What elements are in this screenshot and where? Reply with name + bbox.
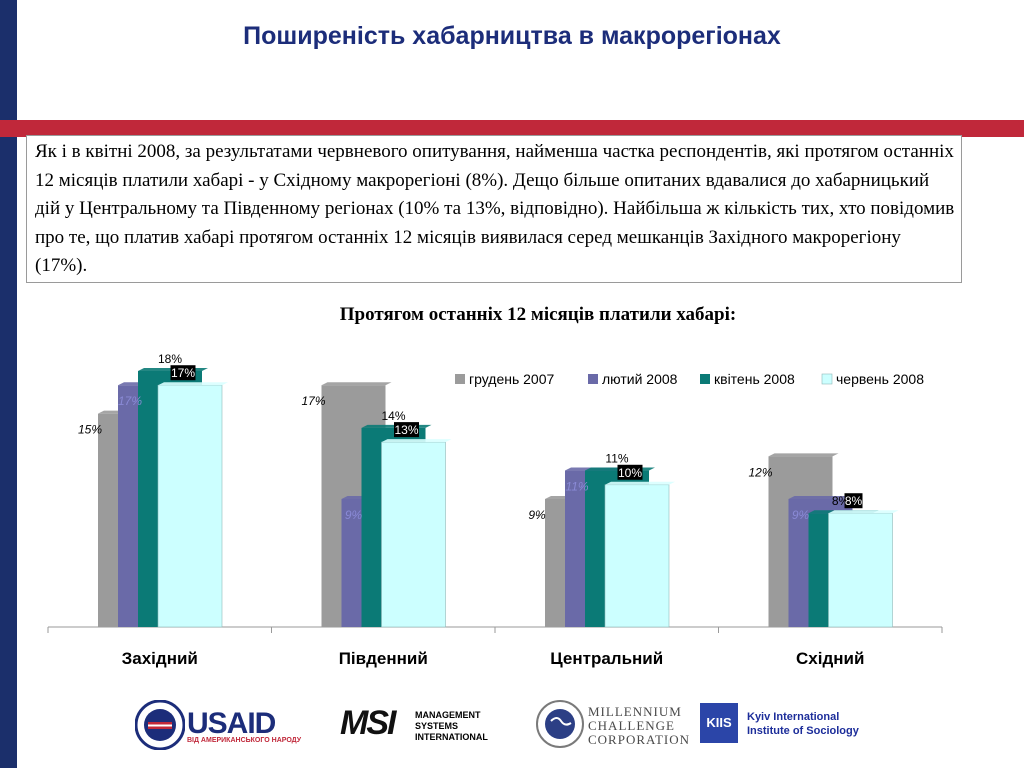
category-label: Східний [796,649,864,668]
msi-line: INTERNATIONAL [415,732,488,742]
data-label: 17% [171,366,195,380]
kiis-name: Kyiv International Institute of Sociolog… [747,710,859,738]
msi-line: MANAGEMENT [415,710,481,720]
bar-top [828,510,899,514]
bar-chart: 15%17%18%17%Західний17%9%14%13%Південний… [47,352,943,668]
red-divider-bar [0,120,1024,137]
kiis-logo: KIIS [700,703,738,743]
legend-label: лютий 2008 [602,371,678,387]
bar-top [381,439,452,443]
bar-top [321,382,392,386]
data-label: 9% [345,508,363,522]
data-label: 10% [618,466,642,480]
msi-name: MANAGEMENT SYSTEMS INTERNATIONAL [415,710,488,743]
category-label: Західний [122,649,198,668]
bar [604,484,670,628]
data-label: 11% [605,452,628,466]
page-title: Поширеність хабарництва в макрорегіонах [243,22,781,50]
mcc-globe-icon [536,700,584,748]
data-label-box [844,493,863,509]
usaid-seal-icon [135,700,185,750]
legend-label: грудень 2007 [469,371,554,387]
mcc-line: MILLENNIUM [588,704,682,719]
kiis-line: Kyiv International [747,711,840,723]
mcc-line: CORPORATION [588,732,691,747]
bar-top [158,382,228,386]
mcc-name: MILLENNIUM CHALLENGE CORPORATION [588,705,690,747]
left-accent-bar [0,0,17,768]
bar-top [605,481,675,485]
data-label: 12% [748,465,772,479]
category-label: Центральний [550,649,663,668]
legend-label: червень 2008 [836,371,924,387]
bar [157,384,223,628]
msi-logo: MSI [340,704,396,742]
chart-title: Протягом останніх 12 місяців платили хаб… [339,304,737,325]
data-label: 9% [528,508,546,522]
msi-line: SYSTEMS [415,721,459,731]
usaid-tagline: ВІД АМЕРИКАНСЬКОГО НАРОДУ [187,737,302,744]
data-label-box [170,365,196,381]
data-label: 9% [792,508,810,522]
data-label: 14% [381,409,405,423]
data-label: 11% [565,480,588,494]
mcc-line: CHALLENGE [588,718,675,733]
legend-swatch [821,373,833,385]
data-label-box [394,422,419,438]
legend-swatch [588,374,598,384]
intro-text-box: Як і в квітні 2008, за результатами черв… [26,135,962,283]
usaid-logo: USAID [187,707,276,740]
data-label: 18% [158,352,182,366]
data-label: 13% [394,423,418,437]
bar-top [788,496,859,499]
data-label: 8% [845,494,863,508]
data-label: 17% [118,394,142,408]
bar [828,512,893,628]
logo-strip: USAID ВІД АМЕРИКАНСЬКОГО НАРОДУ MSI MANA… [0,695,1024,755]
data-label: 17% [301,394,325,408]
kiis-line: Institute of Sociology [747,725,859,737]
legend-swatch [455,374,465,384]
data-label: 15% [78,423,102,437]
data-label-box [617,464,643,480]
legend-label: квітень 2008 [714,371,795,387]
category-label: Південний [339,649,428,668]
bar-top [768,453,839,457]
bar [381,441,446,628]
legend-swatch [700,374,710,384]
